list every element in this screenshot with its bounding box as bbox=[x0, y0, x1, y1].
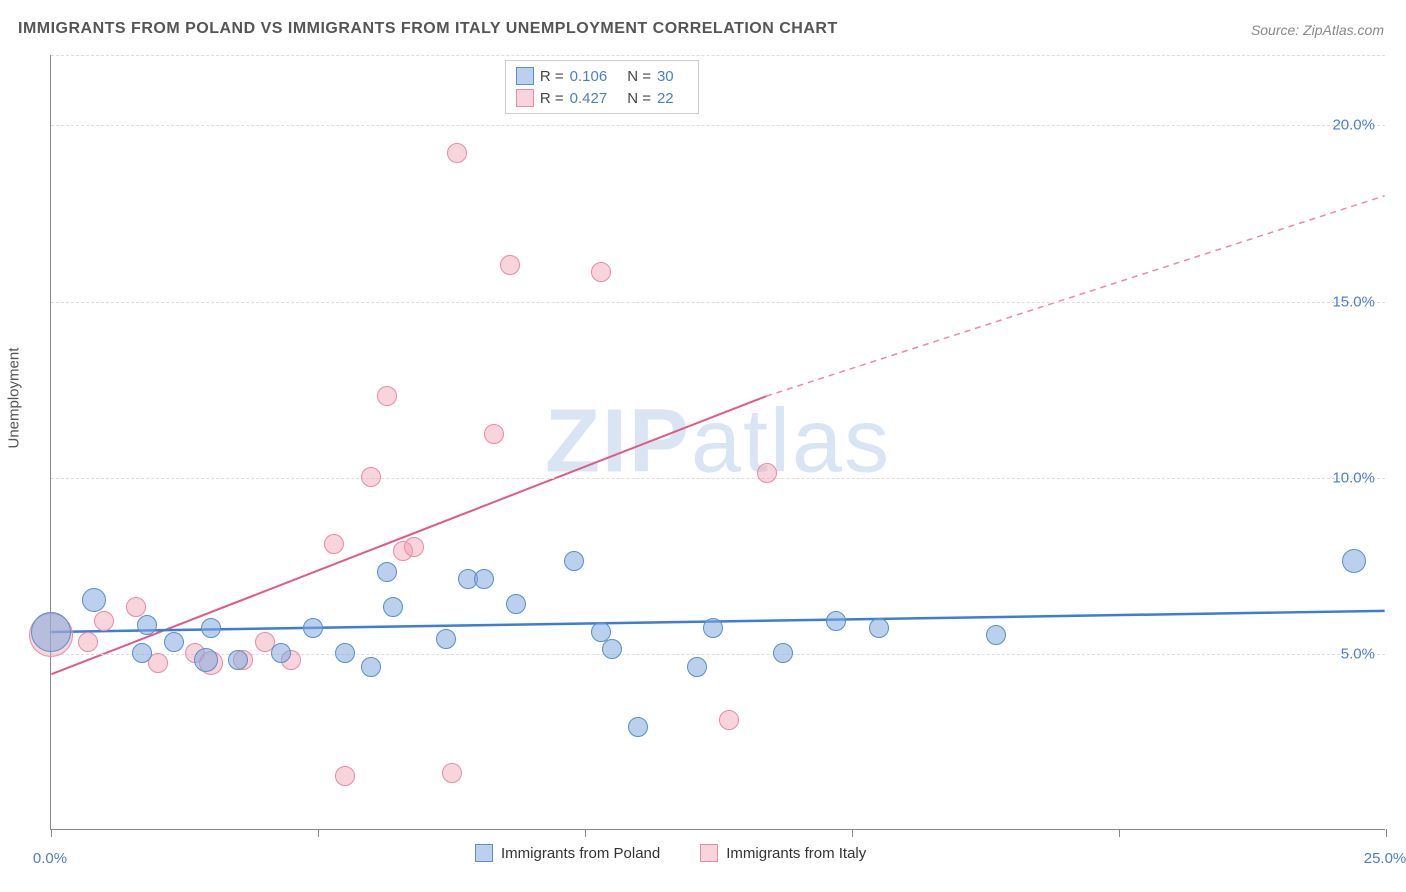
scatter-point bbox=[361, 467, 381, 487]
scatter-point bbox=[201, 618, 221, 638]
scatter-point bbox=[564, 551, 584, 571]
scatter-point bbox=[377, 562, 397, 582]
source-attribution: Source: ZipAtlas.com bbox=[1251, 22, 1384, 38]
scatter-point bbox=[474, 569, 494, 589]
scatter-point bbox=[82, 588, 106, 612]
gridline bbox=[51, 55, 1385, 56]
scatter-point bbox=[383, 597, 403, 617]
x-tick bbox=[852, 829, 853, 837]
trend-line bbox=[51, 396, 766, 674]
scatter-point bbox=[757, 463, 777, 483]
trend-line bbox=[766, 196, 1385, 397]
scatter-point bbox=[361, 657, 381, 677]
scatter-point bbox=[628, 717, 648, 737]
legend-label: Immigrants from Italy bbox=[726, 845, 866, 862]
scatter-point bbox=[442, 763, 462, 783]
scatter-point bbox=[986, 625, 1006, 645]
scatter-point bbox=[335, 766, 355, 786]
legend-stat-row: R = 0.427 N = 22 bbox=[516, 87, 688, 109]
scatter-point bbox=[1342, 549, 1366, 573]
scatter-point bbox=[164, 632, 184, 652]
plot-area: ZIPatlas R =0.106N =30R =0.427N =22 5.0%… bbox=[50, 55, 1385, 830]
scatter-point bbox=[591, 262, 611, 282]
x-tick bbox=[1386, 829, 1387, 837]
scatter-point bbox=[826, 611, 846, 631]
scatter-point bbox=[194, 648, 218, 672]
n-label: N = bbox=[627, 68, 651, 85]
scatter-point bbox=[500, 255, 520, 275]
n-label: N = bbox=[627, 90, 651, 107]
correlation-legend: R = 0.106 N = 30 R = 0.427 N = 22 bbox=[505, 60, 699, 114]
scatter-point bbox=[271, 643, 291, 663]
scatter-point bbox=[484, 424, 504, 444]
gridline bbox=[51, 478, 1385, 479]
x-tick bbox=[51, 829, 52, 837]
scatter-point bbox=[436, 629, 456, 649]
scatter-point bbox=[31, 612, 71, 652]
x-tick bbox=[1119, 829, 1120, 837]
legend-item: Immigrants from Poland bbox=[475, 844, 660, 862]
legend-swatch bbox=[475, 844, 493, 862]
scatter-point bbox=[447, 143, 467, 163]
r-label: R = bbox=[540, 68, 564, 85]
y-axis-title: Unemployment bbox=[6, 348, 23, 449]
series-legend: Immigrants from Poland Immigrants from It… bbox=[475, 844, 866, 862]
scatter-point bbox=[132, 643, 152, 663]
y-tick-label: 20.0% bbox=[1332, 117, 1375, 134]
trend-lines bbox=[51, 55, 1385, 829]
x-tick-label-left: 0.0% bbox=[33, 850, 67, 867]
legend-stat-row: R = 0.106 N = 30 bbox=[516, 65, 688, 87]
x-tick bbox=[318, 829, 319, 837]
scatter-point bbox=[602, 639, 622, 659]
x-tick bbox=[585, 829, 586, 837]
scatter-point bbox=[719, 710, 739, 730]
r-label: R = bbox=[540, 90, 564, 107]
gridline bbox=[51, 302, 1385, 303]
x-tick-label-right: 25.0% bbox=[1364, 850, 1406, 867]
scatter-point bbox=[773, 643, 793, 663]
legend-swatch bbox=[700, 844, 718, 862]
r-value: 0.427 bbox=[570, 90, 608, 107]
n-value: 30 bbox=[657, 68, 674, 85]
y-tick-label: 15.0% bbox=[1332, 293, 1375, 310]
scatter-point bbox=[687, 657, 707, 677]
legend-item: Immigrants from Italy bbox=[700, 844, 866, 862]
chart-container: IMMIGRANTS FROM POLAND VS IMMIGRANTS FRO… bbox=[0, 0, 1406, 892]
n-value: 22 bbox=[657, 90, 674, 107]
gridline bbox=[51, 125, 1385, 126]
scatter-point bbox=[137, 615, 157, 635]
scatter-point bbox=[404, 537, 424, 557]
scatter-point bbox=[78, 632, 98, 652]
legend-swatch bbox=[516, 89, 534, 107]
y-tick-label: 10.0% bbox=[1332, 469, 1375, 486]
scatter-point bbox=[303, 618, 323, 638]
scatter-point bbox=[94, 611, 114, 631]
scatter-point bbox=[377, 386, 397, 406]
scatter-point bbox=[228, 650, 248, 670]
legend-swatch bbox=[516, 67, 534, 85]
scatter-point bbox=[703, 618, 723, 638]
y-tick-label: 5.0% bbox=[1341, 645, 1375, 662]
scatter-point bbox=[335, 643, 355, 663]
scatter-point bbox=[506, 594, 526, 614]
r-value: 0.106 bbox=[570, 68, 608, 85]
legend-label: Immigrants from Poland bbox=[501, 845, 660, 862]
scatter-point bbox=[324, 534, 344, 554]
scatter-point bbox=[869, 618, 889, 638]
chart-title: IMMIGRANTS FROM POLAND VS IMMIGRANTS FRO… bbox=[18, 20, 838, 38]
